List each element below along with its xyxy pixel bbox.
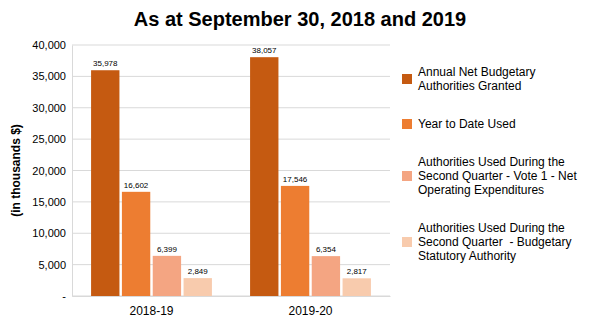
y-axis-title: (in thousands $)	[9, 124, 23, 217]
bar	[91, 70, 119, 296]
x-tick: 2018-19	[129, 296, 173, 318]
legend-swatch	[402, 237, 412, 247]
y-tick: 30,000	[32, 102, 72, 114]
legend-label: Year to Date Used	[418, 117, 516, 131]
y-tick-label: 30,000	[32, 102, 66, 114]
grid-line	[72, 264, 390, 265]
grid-line	[72, 76, 390, 77]
legend-swatch	[402, 171, 412, 181]
y-tick: 35,000	[32, 70, 72, 82]
y-tick-label: 20,000	[32, 165, 66, 177]
y-tick: 20,000	[32, 165, 72, 177]
legend: Annual Net BudgetaryAuthorities Granted Y…	[402, 65, 577, 263]
y-axis: - 5,000 10,000 15,000 20,000 25,000 30,000 35,0…	[32, 39, 72, 302]
legend-label: Authorities Used During theSecond Quarte…	[418, 221, 571, 263]
grid-line	[72, 170, 390, 171]
bar	[312, 256, 340, 296]
y-tick: -	[62, 290, 72, 302]
legend-swatch	[402, 119, 412, 129]
grid-line	[72, 296, 390, 297]
legend-swatch	[402, 74, 412, 84]
y-tick-label: 10,000	[32, 227, 66, 239]
grid-line	[72, 233, 390, 234]
legend-label: Annual Net BudgetaryAuthorities Granted	[418, 65, 535, 93]
x-tick-label: 2019-20	[288, 304, 332, 318]
data-label: 2,849	[188, 267, 209, 276]
y-tick-label: 40,000	[32, 39, 66, 51]
bar	[250, 57, 278, 296]
y-tick-label: 35,000	[32, 70, 66, 82]
data-label: 2,817	[347, 267, 368, 276]
y-tick: 25,000	[32, 133, 72, 145]
data-label: 38,057	[252, 46, 277, 55]
grid-line	[72, 139, 390, 140]
y-tick: 5,000	[38, 259, 72, 271]
y-tick-label: 15,000	[32, 196, 66, 208]
grid-line	[72, 107, 390, 108]
bar	[184, 278, 212, 296]
x-axis-line	[73, 296, 391, 297]
bar	[122, 192, 150, 296]
x-axis: 2018-19 2019-20	[73, 296, 391, 318]
grid	[72, 45, 390, 296]
data-label: 6,399	[157, 245, 178, 254]
y-axis-line	[72, 46, 73, 297]
y-tick: 40,000	[32, 39, 72, 51]
bar	[343, 278, 371, 296]
data-label: 35,978	[93, 59, 118, 68]
grid-line	[72, 201, 390, 202]
y-tick-label: 5,000	[38, 259, 66, 271]
legend-label: Authorities Used During theSecond Quarte…	[418, 155, 577, 197]
title: As at September 30, 2018 and 2019	[134, 8, 466, 30]
bar	[281, 186, 309, 296]
data-labels: 35,978 38,057 16,602 17,546 6,399 6,354 2,849 2…	[93, 46, 367, 276]
y-tick: 10,000	[32, 227, 72, 239]
bar	[153, 256, 181, 296]
bars	[91, 57, 371, 296]
grid-line	[72, 45, 390, 46]
data-label: 6,354	[316, 245, 337, 254]
y-tick-label: -	[62, 290, 66, 302]
data-label: 17,546	[283, 175, 308, 184]
x-tick: 2019-20	[288, 296, 332, 318]
y-tick-label: 25,000	[32, 133, 66, 145]
data-label: 16,602	[124, 181, 149, 190]
y-tick: 15,000	[32, 196, 72, 208]
x-tick-label: 2018-19	[129, 304, 173, 318]
chart: As at September 30, 2018 and 2019 (in tho…	[0, 0, 600, 336]
